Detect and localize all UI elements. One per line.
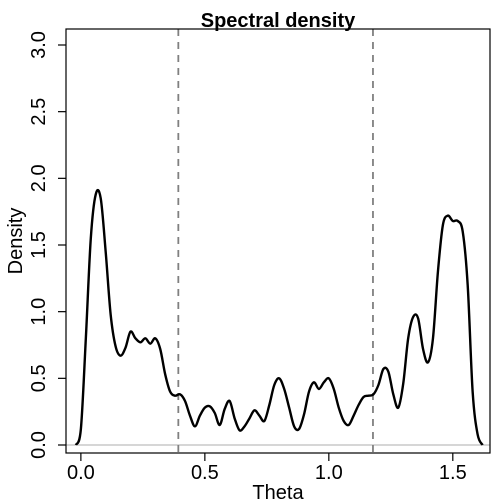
x-tick-label-0: 0.0 [67, 462, 95, 484]
y-tick-label-0: 0.0 [28, 431, 50, 459]
chart-title: Spectral density [201, 10, 356, 32]
x-tick-label-3: 1.5 [439, 462, 467, 484]
y-tick-label-4: 2.0 [28, 164, 50, 192]
x-tick-label-2: 1.0 [315, 462, 343, 484]
x-axis: 0.0 0.5 1.0 1.5 [67, 453, 467, 484]
y-tick-label-3: 1.5 [28, 231, 50, 259]
x-axis-label: Theta [252, 482, 304, 502]
plot-frame [65, 28, 491, 454]
y-axis: 0.0 0.5 1.0 1.5 2.0 2.5 3.0 [28, 31, 66, 459]
y-tick-label-1: 0.5 [28, 364, 50, 392]
density-curve [74, 188, 484, 446]
x-tick-label-1: 0.5 [191, 462, 219, 484]
y-tick-label-2: 1.0 [28, 298, 50, 326]
reference-lines [66, 29, 490, 453]
y-axis-label: Density [5, 208, 27, 275]
y-tick-label-6: 3.0 [28, 31, 50, 59]
y-tick-label-5: 2.5 [28, 98, 50, 126]
